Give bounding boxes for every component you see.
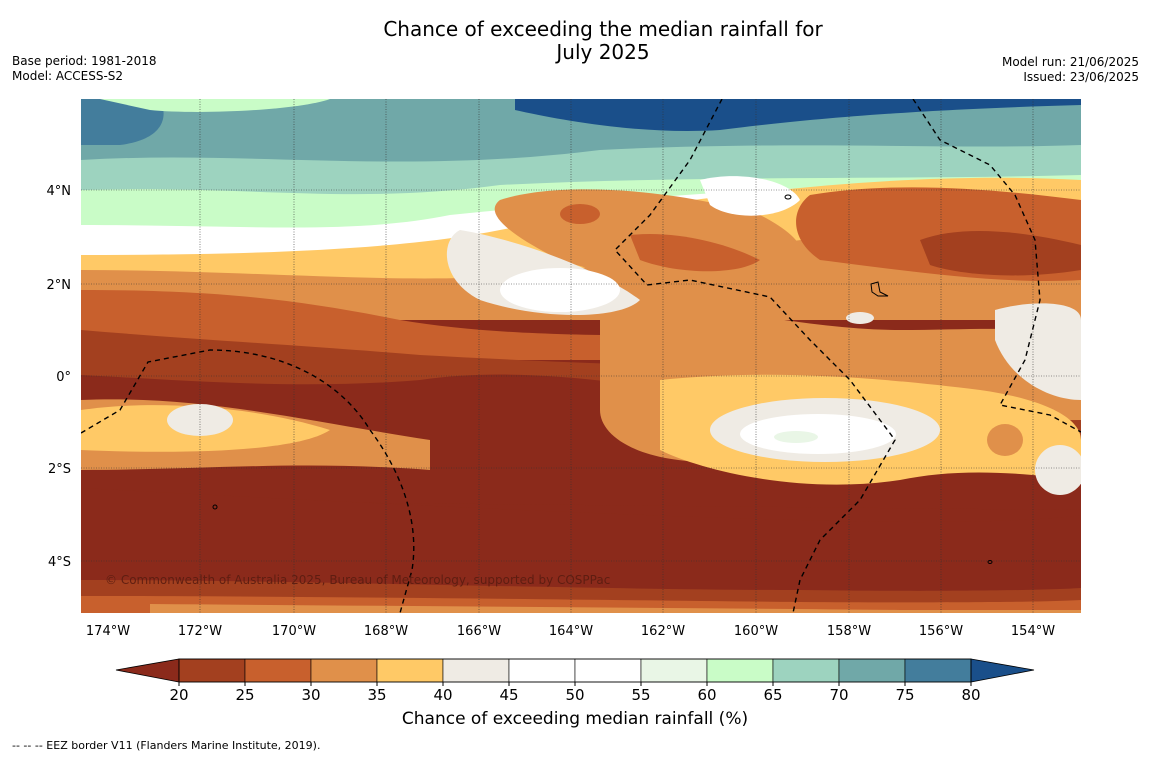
colorbar-segment [706,658,774,683]
colorbar-tick-label: 40 [433,686,452,704]
patch-north-small-25 [560,204,600,224]
lon-label-168w: 168°W [364,624,408,639]
lon-label-170w: 170°W [272,624,316,639]
colorbar-over-arrow [970,658,1035,683]
patch-east-45 [740,414,896,454]
patch-northwest-75 [81,99,164,145]
patch-small-40 [846,312,874,324]
eez-border-line-islands [614,99,896,613]
title-line-2: July 2025 [556,40,650,64]
colorbar-tick-label: 75 [895,686,914,704]
footnote: -- -- -- EEZ border V11 (Flanders Marine… [12,739,321,752]
colorbar-tick-label: 45 [499,686,518,704]
lat-label-2n: 2°N [47,278,72,293]
colorbar-tick-label: 65 [763,686,782,704]
colorbar-label: Chance of exceeding median rainfall (%) [401,709,749,729]
patch-northeast-20 [920,230,1081,276]
lon-label-160w: 160°W [734,624,778,639]
colorbar-under-arrow [115,658,180,683]
patch-north-white [700,176,800,216]
island-1 [784,194,792,200]
colorbar-segment [244,658,312,683]
lon-label-154w: 154°W [1011,624,1055,639]
colorbar-tick-label: 50 [565,686,584,704]
lat-label-0: 0° [56,370,71,385]
island-2 [212,504,218,510]
island-kiritimati [870,281,889,297]
colorbar-tick-label: 30 [301,686,320,704]
lon-label-158w: 158°W [827,624,871,639]
patch-north-25 [630,234,760,272]
rainfall-map: © Commonwealth of Australia 2025, Bureau… [81,99,1081,613]
title-line-1: Chance of exceeding the median rainfall … [383,17,823,41]
colorbar-tick-label: 20 [169,686,188,704]
lon-label-166w: 166°W [457,624,501,639]
colorbar-segment [904,658,972,683]
issued-date: Issued: 23/06/2025 [1023,70,1139,84]
colorbar-segment [178,658,246,683]
graticule [81,99,1081,613]
lat-label-4s: 4°S [48,555,71,570]
colorbar-tick-label: 25 [235,686,254,704]
band-south-30 [150,604,1081,613]
colorbar-segment [310,658,378,683]
patch-north-80 [515,99,1081,131]
lat-label-2s: 2°S [48,462,71,477]
colorbar-tick-label: 55 [631,686,650,704]
colorbar-segment [442,658,510,683]
patch-east-55 [774,431,818,443]
colorbar-segment [640,658,708,683]
colorbar-segments [178,658,972,683]
patch-southeast-40 [1035,445,1081,495]
copyright-text: © Commonwealth of Australia 2025, Bureau… [105,573,610,587]
latitude-labels: 4°N 2°N 0° 2°S 4°S [47,184,72,570]
patch-northwest-65 [100,99,330,112]
lat-label-4n: 4°N [47,184,72,199]
model-name: Model: ACCESS-S2 [12,69,124,83]
colorbar-segment [838,658,906,683]
meta-left: Base period: 1981-2018 Model: ACCESS-S2 [12,54,157,84]
lon-label-162w: 162°W [641,624,685,639]
eez-border-kiribati [81,349,415,613]
patch-north-45 [500,268,620,312]
colorbar-ticks: 20 25 30 35 40 45 50 55 60 65 70 75 80 [169,682,981,704]
longitude-labels: 174°W 172°W 170°W 168°W 166°W 164°W 162°… [86,624,1055,639]
colorbar-tick-label: 80 [961,686,980,704]
eez-borders [81,99,1081,613]
patch-southeast-30 [987,424,1023,456]
colorbar-segment [376,658,444,683]
lon-label-172w: 172°W [178,624,222,639]
colorbar-tick-label: 35 [367,686,386,704]
colorbar-segment [508,658,576,683]
lon-label-174w: 174°W [86,624,130,639]
lon-label-164w: 164°W [549,624,593,639]
base-period: Base period: 1981-2018 [12,54,157,68]
meta-right: Model run: 21/06/2025 Issued: 23/06/2025 [1002,55,1139,85]
band-south-core [81,488,1081,613]
colorbar-segment [574,658,642,683]
island-3 [987,560,993,564]
colorbar-tick-label: 70 [829,686,848,704]
islands [212,194,993,564]
lon-label-156w: 156°W [919,624,963,639]
colorbar-segment [772,658,840,683]
model-run: Model run: 21/06/2025 [1001,55,1139,69]
colorbar-tick-label: 60 [697,686,716,704]
colorbar: 20 25 30 35 40 45 50 55 60 65 70 75 80 [115,658,1035,704]
chart-title: Chance of exceeding the median rainfall … [0,18,1150,64]
